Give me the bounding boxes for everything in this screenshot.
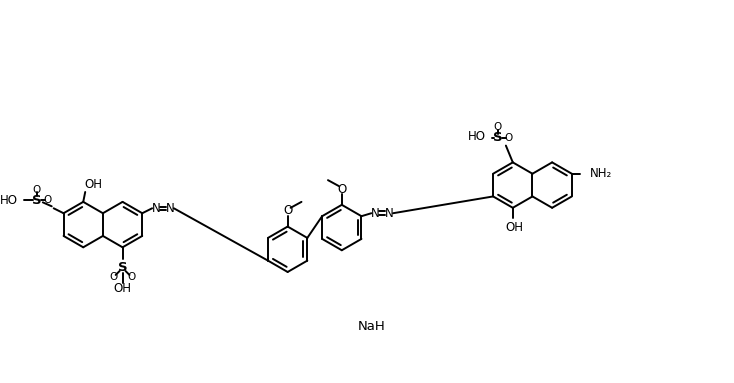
Text: N: N: [166, 202, 174, 215]
Text: OH: OH: [84, 178, 102, 191]
Text: S: S: [117, 260, 128, 273]
Text: O: O: [127, 272, 136, 282]
Text: HO: HO: [468, 130, 486, 143]
Text: OH: OH: [506, 221, 524, 234]
Text: NH₂: NH₂: [589, 167, 612, 180]
Text: O: O: [109, 272, 118, 282]
Text: O: O: [337, 183, 346, 196]
Text: OH: OH: [114, 282, 131, 295]
Text: O: O: [283, 204, 292, 217]
Text: S: S: [493, 131, 503, 144]
Text: O: O: [505, 133, 513, 143]
Text: O: O: [494, 122, 502, 132]
Text: S: S: [32, 194, 42, 207]
Text: O: O: [43, 195, 52, 205]
Text: NaH: NaH: [357, 320, 385, 333]
Text: N: N: [371, 207, 379, 220]
Text: N: N: [152, 202, 161, 215]
Text: N: N: [385, 207, 393, 220]
Text: O: O: [33, 185, 41, 195]
Text: HO: HO: [0, 194, 18, 207]
